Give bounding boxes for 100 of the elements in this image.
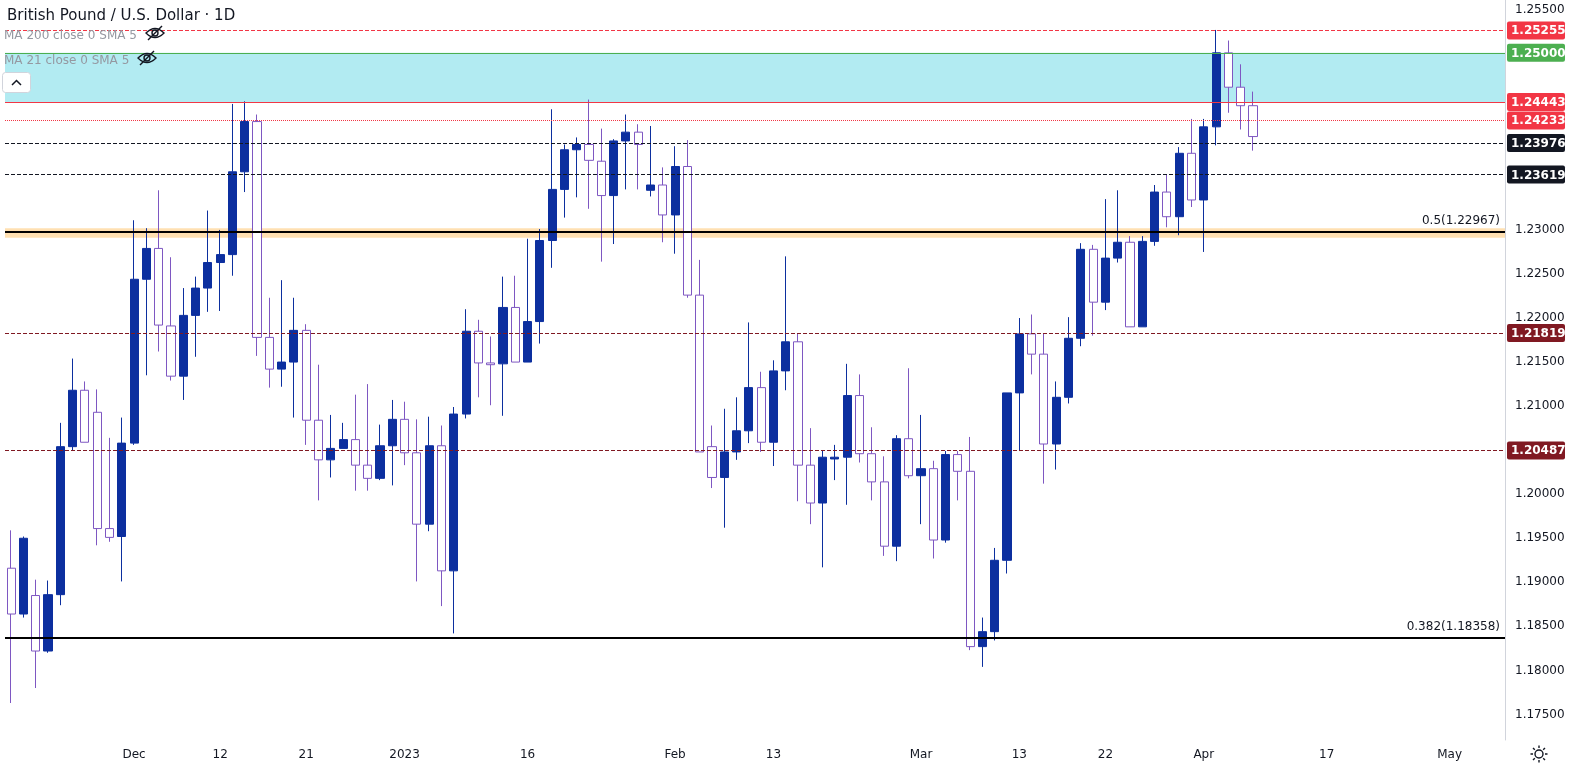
x-tick-label: 2023 xyxy=(389,747,420,761)
candlestick xyxy=(806,427,815,525)
candlestick xyxy=(449,406,458,634)
ref-line-label: 1.25255 xyxy=(1511,23,1566,38)
chart-title: British Pound / U.S. Dollar · 1D xyxy=(7,5,236,24)
y-tick-label: 1.19000 xyxy=(1515,574,1565,589)
candlestick xyxy=(1248,91,1258,152)
candlestick xyxy=(671,145,680,255)
y-tick-label: 1.23000 xyxy=(1515,222,1565,237)
ref-line-label: 1.23619 xyxy=(1511,167,1566,182)
candlestick xyxy=(289,297,298,419)
candlestick xyxy=(1150,184,1159,247)
candlestick xyxy=(941,450,950,544)
x-tick-label: 12 xyxy=(212,747,228,761)
candlestick xyxy=(326,414,335,478)
y-tick-label: 1.22500 xyxy=(1515,266,1565,281)
candlestick xyxy=(621,114,630,190)
y-tick-label: 1.21000 xyxy=(1515,398,1565,413)
candlestick xyxy=(228,103,237,277)
candlestick xyxy=(388,399,397,486)
candlestick xyxy=(1236,63,1245,130)
candlestick xyxy=(400,401,409,466)
x-tick-label: 13 xyxy=(1011,747,1027,761)
y-tick-label: 1.18000 xyxy=(1515,662,1565,677)
candlestick xyxy=(904,367,913,479)
candlestick xyxy=(339,422,348,449)
candlestick xyxy=(867,426,876,501)
candlestick xyxy=(830,444,839,481)
x-tick-label: May xyxy=(1437,747,1463,761)
candlestick xyxy=(1064,316,1073,404)
candlestick xyxy=(412,418,421,582)
candlestick xyxy=(302,323,311,446)
ref-line-label: 0.5(1.22967) xyxy=(1421,212,1501,227)
candlestick xyxy=(265,297,274,389)
candlestick xyxy=(757,371,766,453)
candlestick xyxy=(68,358,77,451)
y-tick-label: 1.25500 xyxy=(1515,1,1565,16)
candlestick xyxy=(117,417,126,582)
x-tick-label: Apr xyxy=(1193,747,1215,761)
candlestick xyxy=(56,422,65,606)
candlestick xyxy=(179,287,188,401)
candlestick xyxy=(130,219,139,446)
candlestick xyxy=(351,394,360,492)
x-tick-label: 22 xyxy=(1097,747,1114,761)
candlestick xyxy=(818,449,827,568)
y-tick-label: 1.19500 xyxy=(1515,530,1565,545)
candlestick xyxy=(892,434,901,562)
candlestick xyxy=(462,308,471,419)
candlestick xyxy=(646,125,655,197)
candlestick xyxy=(7,529,16,704)
candlestick xyxy=(1199,118,1208,253)
candlestick xyxy=(880,455,889,557)
candlestick xyxy=(916,414,926,525)
candlestick xyxy=(609,138,618,245)
candlestick xyxy=(843,363,852,506)
x-tick-label: Mar xyxy=(909,747,933,761)
candlestick xyxy=(43,580,53,654)
candlestick xyxy=(486,336,495,406)
y-tick-label: 1.17500 xyxy=(1515,706,1565,721)
candlestick xyxy=(19,536,28,619)
candlestick xyxy=(634,123,643,190)
ref-line-label: 1.25000 xyxy=(1511,45,1566,60)
candlestick xyxy=(683,139,692,299)
ref-line-label: 1.24443 xyxy=(1511,94,1566,109)
candlestick xyxy=(1027,314,1036,375)
ref-line-label: 1.20487 xyxy=(1511,443,1566,458)
candlestick xyxy=(240,100,249,193)
candlestick xyxy=(597,128,606,263)
candlestick xyxy=(781,255,790,391)
candlestick xyxy=(105,437,114,543)
annotation: MA 21 close 0 SMA 5 xyxy=(4,53,130,67)
candlestick xyxy=(1052,380,1061,471)
candlestick xyxy=(1224,40,1233,114)
candlestick xyxy=(498,276,508,417)
candlestick xyxy=(375,424,385,481)
y-tick-label: 1.22000 xyxy=(1515,310,1565,325)
candlestick xyxy=(584,99,594,210)
candlestick xyxy=(166,256,176,382)
candlestick xyxy=(707,425,717,489)
y-tick-label: 1.21500 xyxy=(1515,354,1565,369)
x-tick-label: 21 xyxy=(298,747,314,761)
x-tick-label: 16 xyxy=(519,747,536,761)
candlestick xyxy=(1125,235,1135,328)
candlestick xyxy=(560,143,569,219)
candlestick xyxy=(425,416,434,532)
candlestick xyxy=(769,359,778,467)
ref-line-label: 1.21819 xyxy=(1511,326,1566,341)
candlestick xyxy=(929,460,938,560)
candlestick xyxy=(437,425,446,607)
candlestick xyxy=(314,364,323,501)
candlestick xyxy=(732,396,741,461)
y-tick-label: 1.18500 xyxy=(1515,618,1565,633)
candlestick xyxy=(142,227,151,376)
candlestick xyxy=(1002,392,1012,574)
candlestick xyxy=(1015,317,1024,452)
candlestick xyxy=(1039,333,1048,485)
candlestick xyxy=(720,408,729,529)
x-tick-label: 13 xyxy=(765,747,782,761)
candlestick xyxy=(191,276,200,358)
candlestick xyxy=(966,436,975,651)
